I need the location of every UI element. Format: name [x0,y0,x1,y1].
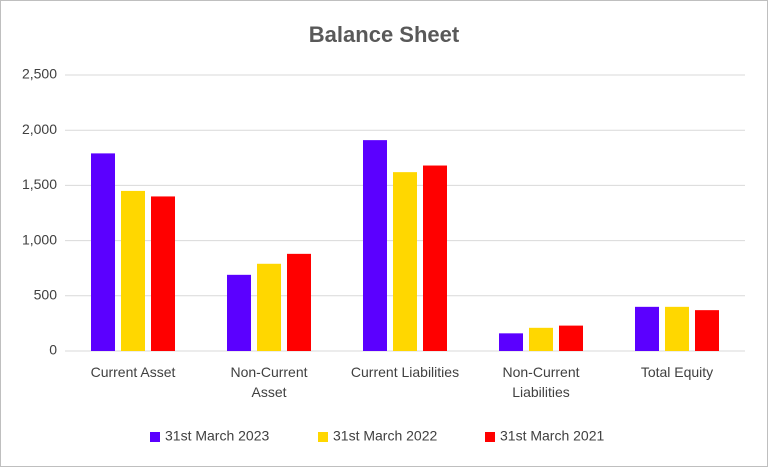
y-tick-label: 1,500 [22,176,57,192]
bar [529,327,553,351]
legend-swatch [485,432,495,442]
bar [227,274,251,351]
x-tick-label: Non-Current Asset [230,364,308,400]
legend-label: 31st March 2021 [500,428,604,444]
bar [393,172,417,351]
legend-label: 31st March 2023 [165,428,269,444]
legend-swatch [318,432,328,442]
x-tick-label: Current Asset [90,364,176,380]
bar [423,165,447,351]
y-tick-label: 2,500 [22,66,57,82]
x-tick-label: Non-Current Liabilities [502,364,580,400]
x-tick-label: Current Liabilities [350,364,460,380]
legend-label: 31st March 2022 [333,428,437,444]
bar [665,306,689,351]
bar [151,196,175,351]
y-tick-label: 0 [49,342,57,358]
bar [363,140,387,351]
x-tick-label: Total Equity [640,364,714,380]
y-tick-label: 2,000 [22,121,57,137]
y-tick-label: 500 [34,287,58,303]
chart-title: Balance Sheet [309,22,460,47]
bar [499,333,523,351]
bar [559,325,583,351]
y-tick-label: 1,000 [22,231,57,247]
bar [287,253,311,351]
bar [695,310,719,351]
bar [121,190,145,351]
bar [91,153,115,351]
legend-swatch [150,432,160,442]
bar [257,263,281,351]
bar [635,306,659,351]
